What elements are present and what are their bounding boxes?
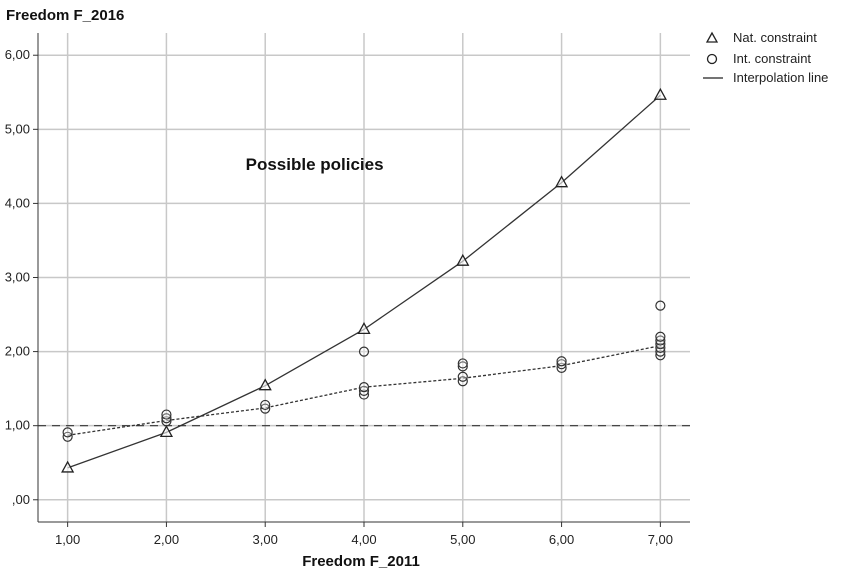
points-layer (61, 87, 667, 473)
int-constraint-point (655, 350, 666, 361)
x-tick-label: 5,00 (450, 532, 475, 547)
int-constraint-point (457, 371, 468, 382)
x-tick-label: 3,00 (253, 532, 278, 547)
int-constraint-point (457, 361, 468, 372)
int-constraint-point (655, 335, 666, 346)
annotation-possible-policies: Possible policies (246, 155, 384, 174)
nat-constraint-point (258, 378, 272, 391)
nat-constraint-point (653, 87, 667, 100)
nat-constraint-point (456, 253, 470, 266)
x-tick-label: 6,00 (549, 532, 574, 547)
legend-label-int-constraint: Int. constraint (733, 51, 811, 66)
legend-label-nat-constraint: Nat. constraint (733, 30, 817, 45)
int-constraint-point (358, 389, 370, 400)
int-constraint-point (655, 300, 666, 311)
nat-constraint-point (159, 425, 174, 438)
int-constraint-point (260, 399, 271, 411)
int-constraint-point (655, 331, 666, 342)
x-tick-label: 7,00 (648, 532, 673, 547)
x-tick-label: 2,00 (154, 532, 179, 547)
legend-label-interpolation-line: Interpolation line (733, 70, 828, 85)
int-constraint-point (358, 385, 370, 396)
int-constraint-point (655, 342, 666, 353)
int-constraint-point (655, 346, 666, 357)
y-tick-label: ,00 (12, 492, 30, 507)
ticks-layer: 1,00 2,00 3,00 4,00 5,00 6,00 7,00 ,00 1,00 2,00 3… (5, 47, 673, 547)
int-constraint-point (457, 358, 468, 369)
legend-circle-icon (706, 53, 718, 65)
int-constraint-line (67, 345, 661, 436)
x-axis-title: Freedom F_2011 (302, 553, 420, 570)
int-constraint-point (161, 409, 172, 420)
int-constraint-point (260, 403, 271, 414)
y-tick-label: 3,00 (5, 270, 30, 285)
nat-constraint-point (61, 460, 75, 473)
grid-layer (38, 33, 690, 522)
int-constraint-point (655, 339, 666, 350)
int-constraint-point (556, 356, 567, 367)
y-tick-label: 4,00 (5, 195, 30, 210)
int-constraint-point (62, 427, 73, 438)
legend-triangle-icon (705, 31, 719, 43)
legend: Nat. constraint Int. constraint Interpol… (703, 30, 828, 85)
y-axis-title: Freedom F_2016 (6, 7, 124, 24)
int-constraint-point (161, 413, 172, 424)
int-constraint-point (358, 346, 370, 357)
int-constraint-point (556, 359, 567, 370)
y-tick-label: 1,00 (5, 418, 30, 433)
y-tick-label: 2,00 (5, 344, 30, 359)
y-tick-label: 5,00 (5, 121, 30, 136)
int-constraint-point (358, 382, 370, 393)
nat-constraint-point (554, 175, 569, 188)
x-tick-label: 4,00 (351, 532, 376, 547)
y-tick-label: 6,00 (5, 47, 30, 62)
x-tick-label: 1,00 (55, 532, 80, 547)
nat-constraint-point (357, 322, 371, 335)
